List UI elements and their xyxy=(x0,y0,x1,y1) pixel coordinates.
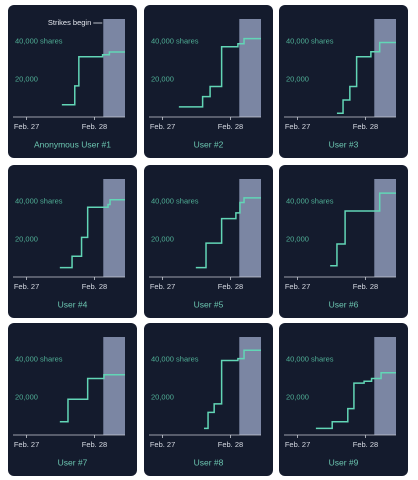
panel-title: Anonymous User #1 xyxy=(34,139,111,149)
strike-shade xyxy=(374,337,396,435)
x-tick-label: Feb. 28 xyxy=(82,122,107,131)
strike-shade xyxy=(239,19,261,117)
panel-title: User #4 xyxy=(58,299,88,309)
y-tick-label: 20,000 xyxy=(286,234,309,243)
panel: 40,000 shares 20,000 Feb. 27 Feb. 28 User #9 xyxy=(279,323,408,476)
panel: 40,000 shares 20,000 Feb. 27 Feb. 28 User #7 xyxy=(8,323,137,476)
y-tick-label: 40,000 shares xyxy=(15,197,63,206)
x-tick-label: Feb. 28 xyxy=(218,122,243,131)
strike-shade xyxy=(374,19,396,117)
y-tick-label: 20,000 xyxy=(151,392,174,401)
data-line xyxy=(178,37,261,108)
y-tick-label: 40,000 shares xyxy=(151,355,199,364)
data-line xyxy=(315,372,396,430)
panel-title: User #5 xyxy=(194,299,224,309)
y-tick-label: 40,000 shares xyxy=(286,355,334,364)
x-tick-label: Feb. 28 xyxy=(218,440,243,449)
data-line xyxy=(330,192,396,267)
x-tick-label: Feb. 27 xyxy=(14,440,39,449)
data-line xyxy=(203,349,261,430)
x-tick-label: Feb. 27 xyxy=(285,122,310,131)
panel: 40,000 shares 20,000 Feb. 27 Feb. 28 User #5 xyxy=(144,165,273,318)
y-tick-label: 20,000 xyxy=(286,74,309,83)
y-tick-label: 40,000 shares xyxy=(151,197,199,206)
panel: 40,000 shares 20,000 Feb. 27 Feb. 28 User #8 xyxy=(144,323,273,476)
y-tick-label: 40,000 shares xyxy=(15,37,63,46)
x-tick-label: Feb. 28 xyxy=(353,282,378,291)
x-tick-label: Feb. 28 xyxy=(82,440,107,449)
x-tick-label: Feb. 27 xyxy=(285,440,310,449)
y-tick-label: 40,000 shares xyxy=(151,37,199,46)
x-tick-label: Feb. 27 xyxy=(150,122,175,131)
y-tick-label: 20,000 xyxy=(151,74,174,83)
strike-shade xyxy=(103,179,125,277)
x-tick-label: Feb. 27 xyxy=(150,440,175,449)
x-tick-label: Feb. 28 xyxy=(353,122,378,131)
panel-title: User #3 xyxy=(329,139,359,149)
panel: 40,000 shares 20,000 Feb. 27 Feb. 28 User #3 xyxy=(279,5,408,158)
panel-title: User #9 xyxy=(329,457,359,467)
data-line xyxy=(61,51,125,106)
y-tick-label: 20,000 xyxy=(151,234,174,243)
panel-title: User #6 xyxy=(329,299,359,309)
data-line xyxy=(59,373,125,423)
panel: 40,000 shares 20,000 Feb. 27 Feb. 28 User #6 xyxy=(279,165,408,318)
panel-title: User #2 xyxy=(194,139,224,149)
x-tick-label: Feb. 28 xyxy=(218,282,243,291)
panel: 40,000 shares 20,000 Feb. 27 Feb. 28 User #4 xyxy=(8,165,137,318)
data-line xyxy=(336,41,396,114)
x-tick-label: Feb. 27 xyxy=(285,282,310,291)
x-tick-label: Feb. 27 xyxy=(150,282,175,291)
panel-title: User #7 xyxy=(58,457,88,467)
strike-shade xyxy=(239,337,261,435)
panel: 40,000 shares 20,000 Feb. 27 Feb. 28 User #2 xyxy=(144,5,273,158)
y-tick-label: 40,000 shares xyxy=(286,37,334,46)
y-tick-label: 40,000 shares xyxy=(286,197,334,206)
strike-shade xyxy=(103,337,125,435)
panel-title: User #8 xyxy=(194,457,224,467)
x-tick-label: Feb. 27 xyxy=(14,282,39,291)
data-line xyxy=(59,198,125,269)
y-tick-label: 20,000 xyxy=(15,234,38,243)
annotation: Strikes begin xyxy=(48,18,91,27)
data-line xyxy=(195,197,261,269)
strike-shade xyxy=(103,19,125,117)
y-tick-label: 20,000 xyxy=(286,392,309,401)
panel: Strikes begin 40,000 shares 20,000 Feb. 27 F… xyxy=(8,5,137,158)
x-tick-label: Feb. 28 xyxy=(82,282,107,291)
y-tick-label: 20,000 xyxy=(15,392,38,401)
x-tick-label: Feb. 28 xyxy=(353,440,378,449)
y-tick-label: 20,000 xyxy=(15,74,38,83)
x-tick-label: Feb. 27 xyxy=(14,122,39,131)
y-tick-label: 40,000 shares xyxy=(15,355,63,364)
strike-shade xyxy=(239,179,261,277)
